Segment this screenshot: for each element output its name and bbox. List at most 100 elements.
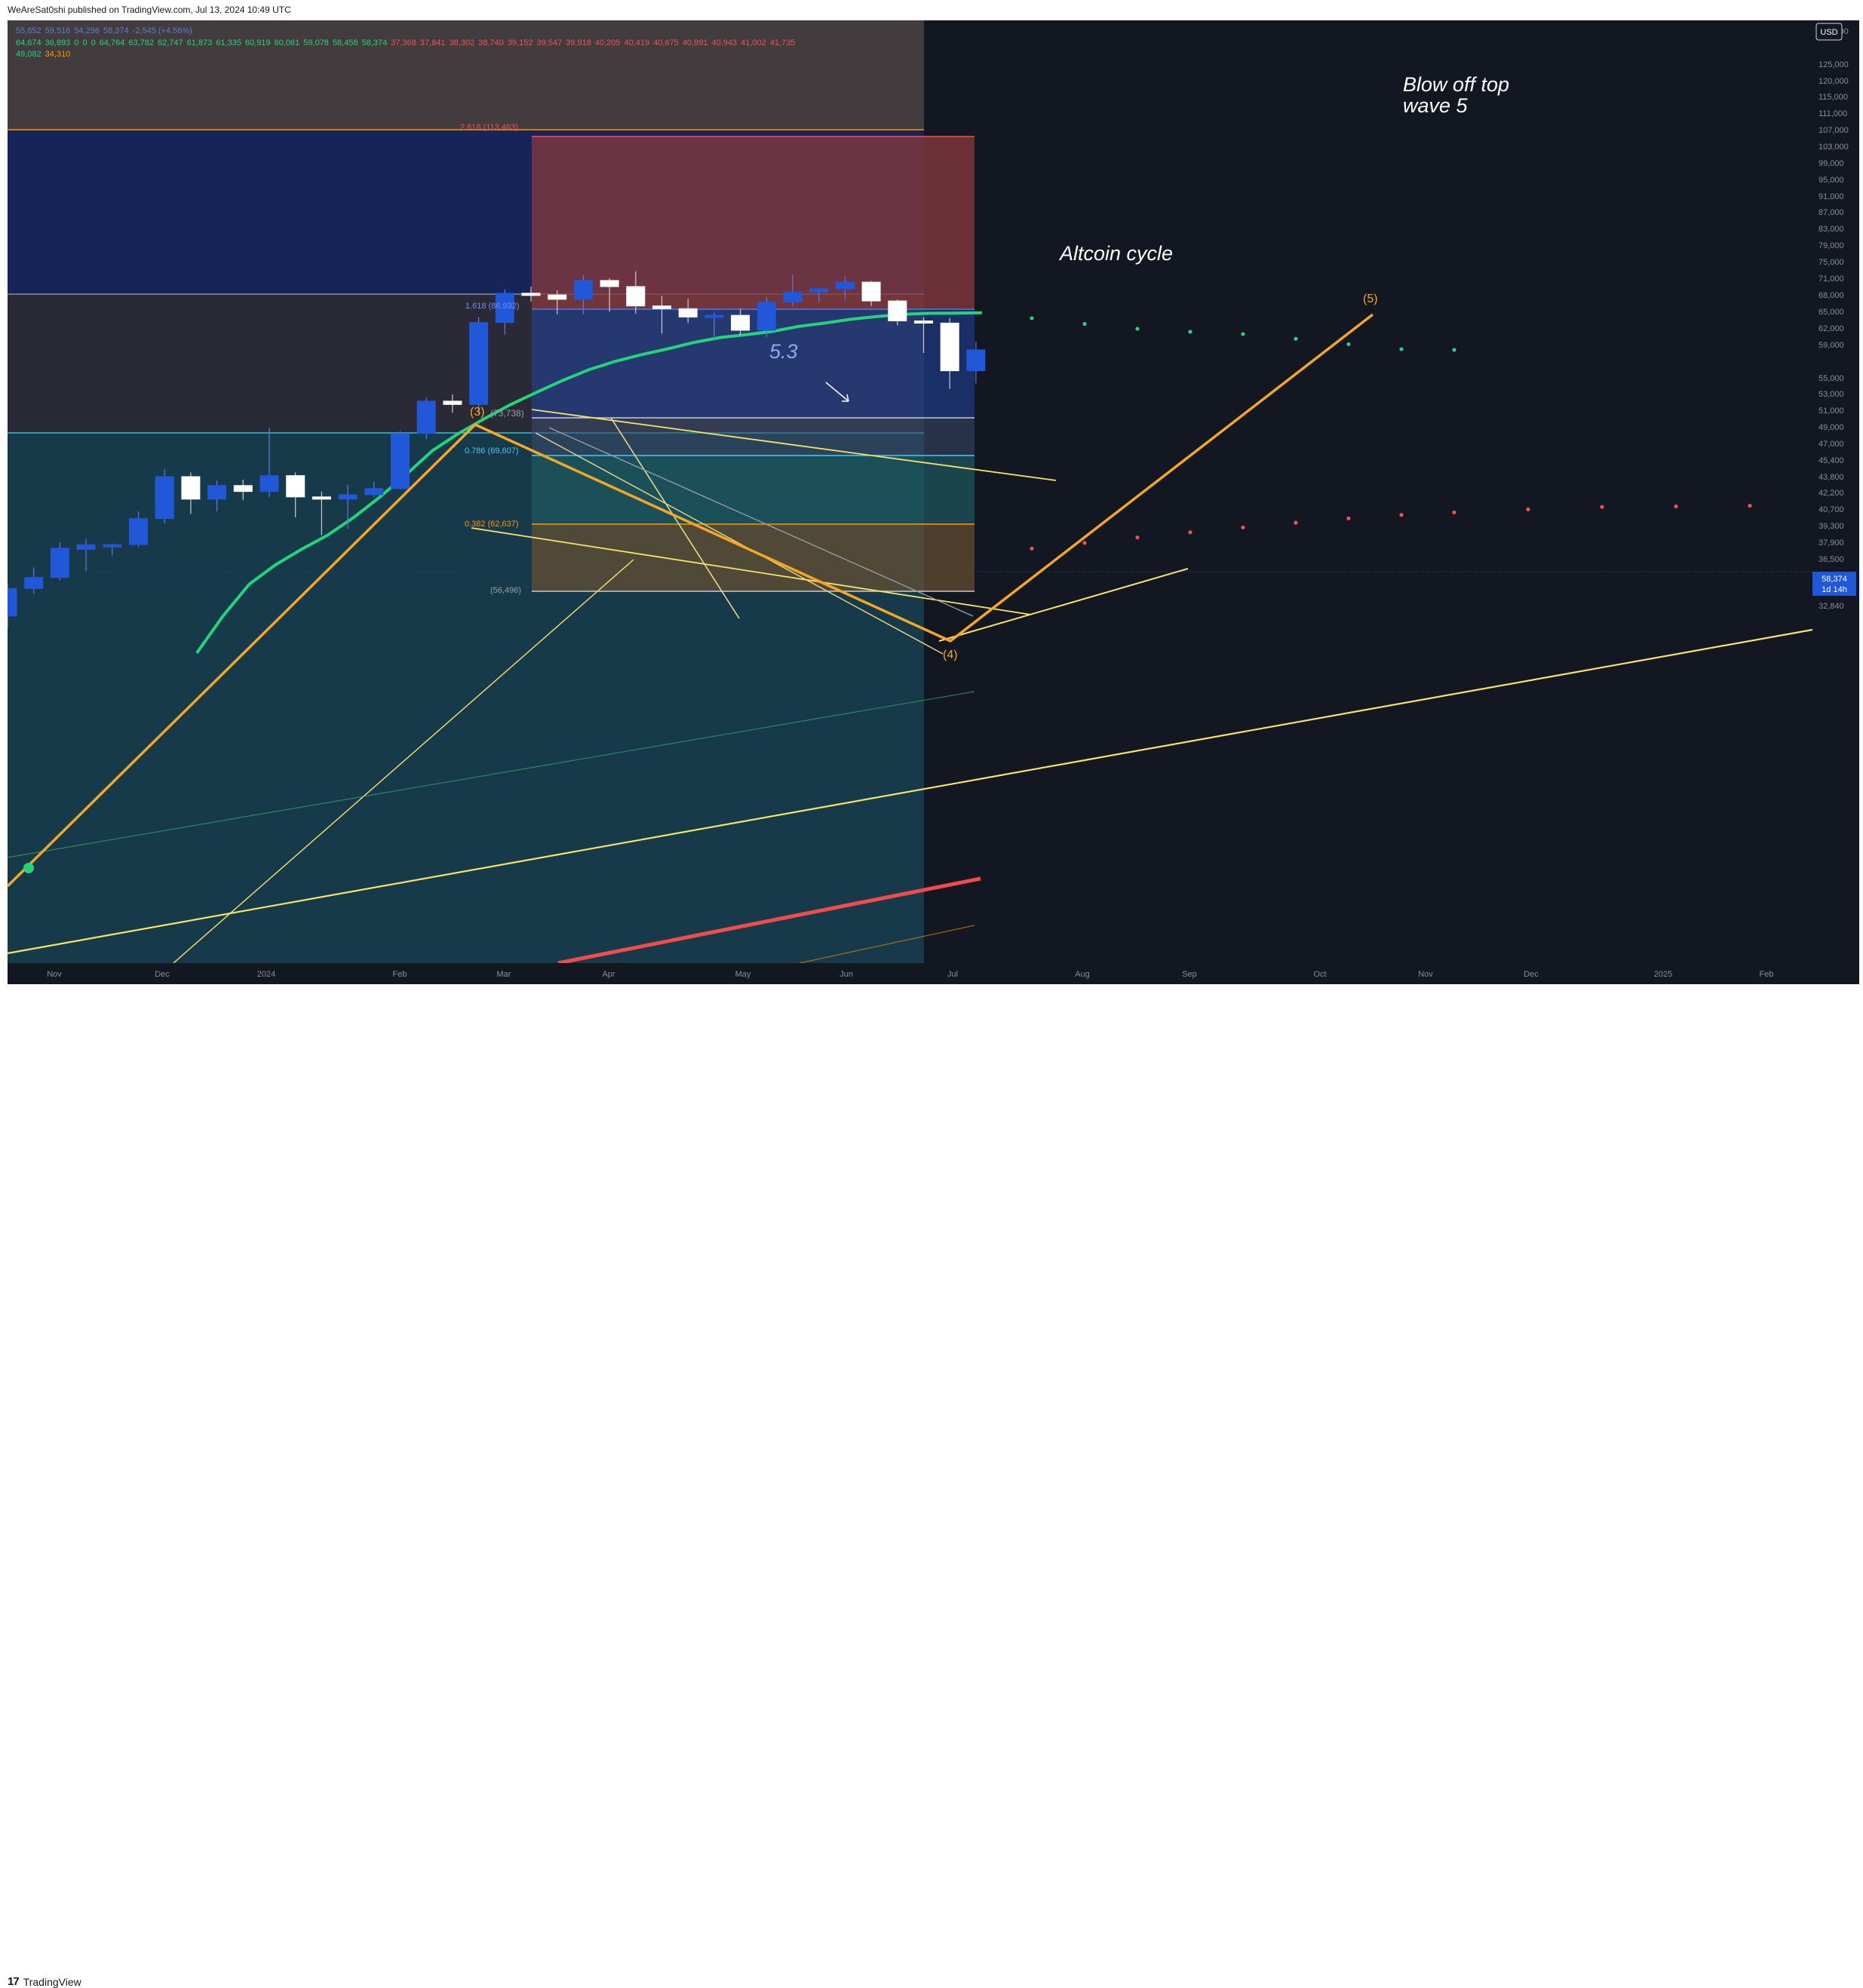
candle-body bbox=[521, 293, 541, 296]
trendline-long-1 bbox=[7, 628, 1813, 955]
chart-frame[interactable]: Blow off top wave 5 Altcoin cycle 5.3 (3… bbox=[0, 20, 1859, 984]
price-tick-label: 32,840 bbox=[1818, 602, 1844, 611]
fib-2618-label: 2.618 (113,463) bbox=[460, 123, 518, 132]
candle-body bbox=[652, 305, 671, 309]
candle bbox=[495, 289, 514, 335]
candle-body bbox=[835, 281, 855, 290]
candle-body bbox=[914, 320, 933, 324]
ema-projection-dot bbox=[1082, 321, 1087, 327]
price-axis[interactable]: 130,000125,000120,000115,000111,000107,0… bbox=[1812, 20, 1859, 984]
price-tick-label: 59,000 bbox=[1818, 341, 1844, 350]
price-tick-label: 42,200 bbox=[1818, 489, 1844, 498]
price-tick-label: 51,000 bbox=[1818, 406, 1844, 416]
sma-projection-dot bbox=[1135, 535, 1140, 540]
time-axis-bg bbox=[8, 963, 1812, 984]
wave-3-price-label: (73,738) bbox=[490, 408, 524, 419]
candle bbox=[704, 312, 724, 341]
ema-projection-dot bbox=[1399, 347, 1404, 351]
wave-start-dot bbox=[23, 863, 34, 873]
ema-projection-dot bbox=[1452, 348, 1456, 352]
price-tick-label: 125,000 bbox=[1818, 60, 1849, 69]
sma-line bbox=[557, 876, 981, 965]
candle bbox=[809, 287, 829, 303]
candle bbox=[678, 299, 698, 324]
price-tick-label: 45,400 bbox=[1818, 456, 1844, 465]
price-chart[interactable]: Blow off top wave 5 Altcoin cycle 5.3 (3… bbox=[0, 20, 1859, 984]
price-tick-label: 53,000 bbox=[1818, 390, 1844, 399]
trendline-faint-orange bbox=[799, 925, 975, 964]
candle-body bbox=[259, 475, 279, 492]
ema-projection-dot bbox=[1030, 316, 1034, 321]
price-tick-label: 71,000 bbox=[1818, 275, 1844, 284]
fib-1618-label: 1.618 (86,932) bbox=[465, 302, 520, 311]
candle-body bbox=[888, 300, 907, 321]
candle-body bbox=[416, 400, 436, 434]
legend-row-3: 49,082 34,310 bbox=[16, 50, 70, 59]
price-tick-label: 111,000 bbox=[1818, 109, 1847, 118]
fib-zone-grey bbox=[532, 418, 974, 456]
candle-body bbox=[809, 288, 829, 293]
projection-dots bbox=[1030, 316, 1752, 551]
candle-body bbox=[103, 544, 122, 548]
candle-body bbox=[757, 302, 776, 331]
candle-body bbox=[0, 588, 17, 617]
price-tick-label: 75,000 bbox=[1818, 258, 1844, 267]
time-axis[interactable]: Nov Dec 2024 Feb Mar Apr May Jun Jul Aug Sep Oct Nov… bbox=[8, 963, 1812, 984]
price-tick-label: 91,000 bbox=[1818, 192, 1844, 201]
candle bbox=[364, 481, 384, 497]
candle-body bbox=[469, 322, 489, 405]
candle-body bbox=[548, 294, 567, 300]
time-tick-label: Jul bbox=[947, 970, 958, 979]
annotation-labels: Blow off top wave 5 Altcoin cycle 5.3 (3… bbox=[460, 73, 1509, 661]
ema-projection-dot bbox=[1346, 342, 1351, 347]
elliott-wave-layer bbox=[6, 313, 1374, 888]
candle bbox=[155, 469, 174, 523]
fib-zone-teal bbox=[532, 456, 974, 524]
candle-body bbox=[76, 544, 96, 550]
arrow-icon bbox=[825, 382, 849, 402]
trendline-wave4-support bbox=[938, 568, 1189, 642]
price-badge-value: 58,374 bbox=[1822, 575, 1847, 584]
time-tick-label: Feb bbox=[393, 970, 407, 979]
fibonacci-extension bbox=[532, 136, 974, 592]
sma-projection-dot bbox=[1082, 541, 1087, 545]
tradingview-brand[interactable]: 17 TradingView bbox=[8, 1975, 81, 1988]
publisher-line: WeAreSat0shi published on TradingView.co… bbox=[8, 5, 291, 15]
candle-body bbox=[129, 518, 148, 545]
candle bbox=[940, 318, 959, 389]
footer-bar: 17 TradingView bbox=[0, 985, 1863, 1988]
indicator-legend: 55,852 59,516 54,296 58,374 -2,545 (+4.56%) … bbox=[16, 26, 795, 59]
price-tick-label: 87,000 bbox=[1818, 208, 1844, 217]
candle-body bbox=[600, 280, 619, 287]
candle bbox=[966, 342, 986, 384]
ema-projection-dot bbox=[1135, 327, 1140, 331]
candle bbox=[391, 431, 410, 490]
currency-button[interactable]: USD bbox=[1815, 23, 1843, 41]
sma-projection-dot bbox=[1241, 525, 1245, 529]
candle-body bbox=[364, 488, 384, 495]
price-tick-label: 68,000 bbox=[1818, 291, 1844, 300]
time-tick-label: May bbox=[735, 970, 751, 979]
wave-5-3-label: 5.3 bbox=[769, 340, 798, 363]
sma-projection-dot bbox=[1674, 504, 1678, 509]
fib-zone-brown bbox=[532, 524, 974, 591]
time-tick-label: Nov bbox=[1418, 970, 1433, 979]
candle-body bbox=[338, 494, 358, 500]
candle bbox=[783, 275, 803, 307]
ema-line bbox=[195, 311, 982, 655]
candle-body bbox=[704, 314, 724, 318]
time-tick-label: Oct bbox=[1313, 970, 1326, 979]
candle bbox=[338, 484, 358, 529]
candle-body bbox=[391, 433, 410, 489]
tradingview-logo-icon: 17 bbox=[8, 1975, 20, 1988]
price-tick-label: 55,000 bbox=[1818, 374, 1844, 383]
trendline-steep-1 bbox=[173, 559, 634, 964]
candle bbox=[731, 308, 750, 336]
price-axis-bg bbox=[1812, 20, 1859, 984]
ema-projection-dot bbox=[1188, 330, 1192, 334]
fib-zone-red bbox=[532, 137, 974, 309]
candle bbox=[757, 296, 776, 338]
sma-projection-dot bbox=[1030, 546, 1034, 551]
candle bbox=[626, 271, 646, 314]
sma-projection-dot bbox=[1600, 505, 1604, 509]
